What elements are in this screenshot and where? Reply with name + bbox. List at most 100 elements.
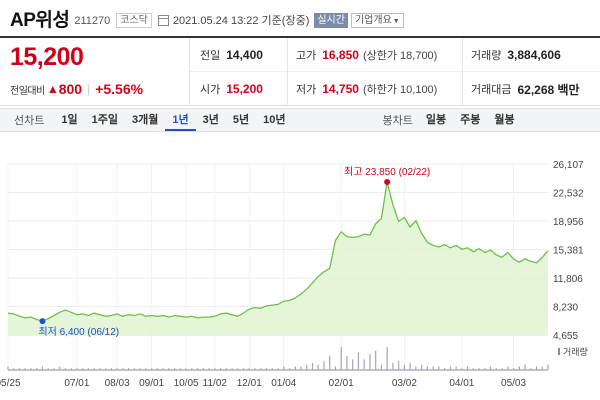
price-chart[interactable]: 26,107 22,532 18,956 15,381 11,806 8,230 4,655… bbox=[0, 150, 600, 400]
volume-bar bbox=[185, 368, 187, 370]
volume-bar bbox=[317, 364, 319, 370]
open-value: 15,200 bbox=[226, 82, 263, 96]
volume-bar bbox=[265, 368, 268, 370]
y-tick-label: 26,107 bbox=[553, 160, 584, 171]
volume-bar bbox=[139, 368, 141, 370]
x-tick-label: 11/02 bbox=[203, 378, 228, 389]
volume-bar bbox=[59, 366, 61, 370]
price-area bbox=[8, 182, 548, 335]
prev-close-label: 전일 bbox=[200, 50, 221, 62]
y-tick-label: 22,532 bbox=[553, 189, 584, 200]
x-tick-label: 05/25 bbox=[0, 378, 21, 389]
x-tick-label: 10/05 bbox=[174, 378, 199, 389]
company-info-button[interactable]: 기업개요▼ bbox=[350, 12, 404, 28]
realtime-badge[interactable]: 실시간 bbox=[314, 12, 348, 28]
volume-bar bbox=[248, 368, 250, 370]
volume-bar bbox=[196, 368, 199, 370]
volume-bar bbox=[133, 368, 135, 370]
min-label: 최저 6,400 (06/12) bbox=[38, 326, 119, 338]
volume-bar bbox=[306, 364, 308, 370]
volume-bar bbox=[110, 368, 113, 370]
stock-code: 211270 bbox=[74, 14, 111, 27]
volume-bar bbox=[7, 366, 9, 370]
volume-bar bbox=[369, 354, 371, 370]
volume-bar bbox=[426, 366, 428, 370]
volume-bar bbox=[524, 364, 526, 370]
volume-bar bbox=[323, 361, 325, 370]
change-amount: 800 bbox=[58, 81, 83, 97]
stock-header: AP위성 211270 코스닥 2021.05.24 13:22 기준(장중) … bbox=[0, 0, 600, 36]
volume-bar bbox=[18, 368, 21, 370]
tab-period-active[interactable]: 1년 bbox=[165, 109, 196, 131]
volume-bar bbox=[231, 368, 233, 370]
volume-bar bbox=[271, 368, 273, 370]
volume-bar bbox=[214, 368, 216, 370]
x-tick-label: 03/02 bbox=[392, 378, 417, 389]
high-limit: (상한가 18,700) bbox=[362, 50, 438, 62]
x-tick-label: 01/04 bbox=[271, 378, 296, 389]
open-cell: 시가 15,200 bbox=[190, 72, 288, 106]
volume-bar bbox=[535, 366, 538, 370]
volume-bar bbox=[443, 368, 446, 370]
volume-bar bbox=[288, 368, 291, 370]
high-label: 고가 bbox=[296, 50, 317, 62]
open-label: 시가 bbox=[200, 84, 221, 96]
tab-candle[interactable]: 주봉 bbox=[460, 114, 481, 126]
caret-down-icon: ▼ bbox=[392, 17, 400, 25]
volume-legend-icon bbox=[558, 348, 560, 355]
tab-candle[interactable]: 월봉 bbox=[494, 114, 515, 126]
volume-bar bbox=[173, 368, 176, 370]
y-tick-label: 15,381 bbox=[553, 246, 584, 257]
volume-bar bbox=[363, 359, 365, 370]
volume-bar bbox=[466, 366, 469, 370]
trade-value-cell: 거래대금 62,268 백만 bbox=[463, 72, 600, 106]
volume-bar bbox=[346, 355, 348, 370]
tab-period[interactable]: 3개월 bbox=[131, 114, 159, 126]
low-label: 저가 bbox=[296, 84, 317, 96]
tab-period[interactable]: 1일 bbox=[61, 114, 78, 126]
volume-bar bbox=[122, 368, 124, 370]
up-triangle-icon: ▲ bbox=[46, 82, 59, 96]
volume-bar bbox=[461, 368, 463, 370]
volume-bar bbox=[105, 368, 107, 370]
tab-candle[interactable]: 일봉 bbox=[425, 114, 447, 126]
x-tick-label: 07/01 bbox=[64, 378, 89, 389]
volume-bar bbox=[329, 355, 331, 370]
volume-bar bbox=[300, 366, 302, 370]
price-chart-svg: 26,107 22,532 18,956 15,381 11,806 8,230 4,655… bbox=[0, 160, 588, 389]
stats-row: 전일 14,400 고가 16,850 (상한가 18,700) 거래량 3,8… bbox=[190, 38, 600, 72]
volume-bar bbox=[116, 368, 118, 370]
volume-bar bbox=[30, 368, 32, 370]
volume-bar bbox=[507, 366, 509, 370]
tab-period[interactable]: 3년 bbox=[202, 114, 219, 126]
volume-bar bbox=[36, 368, 38, 370]
low-limit: (하한가 10,100) bbox=[362, 84, 438, 96]
tab-period[interactable]: 5년 bbox=[232, 114, 250, 126]
volume-bar bbox=[87, 368, 90, 370]
volume-bar bbox=[357, 352, 360, 370]
volume-bar bbox=[518, 366, 520, 370]
volume-bar bbox=[219, 368, 222, 370]
chart-tab-bar: 선차트 1일 1주일 3개월 1년 3년 5년 10년 봉차트 일봉 주봉 월봉 bbox=[0, 108, 600, 132]
y-tick-label: 18,956 bbox=[553, 217, 584, 228]
volume-bar bbox=[254, 368, 256, 370]
stats-grid: 전일 14,400 고가 16,850 (상한가 18,700) 거래량 3,8… bbox=[190, 38, 600, 106]
volume-bar bbox=[432, 366, 434, 370]
volume-bar bbox=[13, 368, 15, 370]
stats-row: 시가 15,200 저가 14,750 (하한가 10,100) 거래대금 62… bbox=[190, 72, 600, 106]
volume-bar bbox=[311, 362, 314, 370]
stock-name: AP위성 bbox=[10, 9, 70, 31]
volume-bar bbox=[82, 368, 84, 370]
tab-period[interactable]: 1주일 bbox=[91, 114, 118, 126]
high-cell: 고가 16,850 (상한가 18,700) bbox=[288, 38, 463, 72]
price-summary: 15,200 전일대비 ▲ 800 | +5.56% 전일 14,400 고가 … bbox=[0, 36, 600, 106]
tab-period[interactable]: 10년 bbox=[263, 114, 286, 126]
volume-bar bbox=[375, 350, 377, 370]
volume-bar bbox=[24, 368, 26, 370]
y-tick-label: 11,806 bbox=[553, 274, 583, 285]
volume-bar bbox=[403, 364, 405, 370]
calendar-icon bbox=[157, 14, 169, 26]
volume-bar bbox=[191, 368, 193, 370]
volume-bar bbox=[242, 368, 245, 370]
volume-bar bbox=[156, 368, 158, 370]
